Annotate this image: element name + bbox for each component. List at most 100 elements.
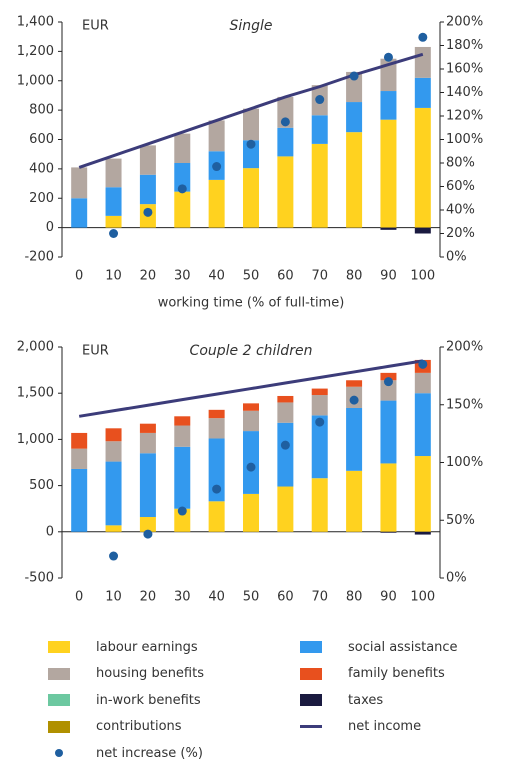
bar: [139, 453, 156, 518]
legend-swatch: [48, 667, 70, 680]
bar: [71, 432, 88, 449]
line: [78, 52, 424, 169]
bar: [174, 508, 191, 532]
legend-swatch: [48, 694, 70, 706]
y2-tick-label: 100%: [446, 455, 483, 470]
bar: [380, 531, 397, 533]
bar: [208, 418, 225, 439]
bar: [174, 191, 191, 228]
legend-item: family benefits: [300, 661, 445, 687]
legend-item: housing benefits: [48, 661, 204, 687]
y-tick-label: 200: [29, 191, 54, 206]
x-tick-label: 10: [105, 590, 122, 605]
y-tick-label: 2,000: [17, 340, 54, 355]
bar: [71, 468, 88, 532]
point: [418, 359, 428, 369]
legend-label: labour earnings: [96, 639, 198, 655]
bar: [311, 478, 328, 532]
bar: [243, 410, 259, 432]
point: [109, 229, 119, 238]
bar: [208, 501, 225, 532]
point: [383, 377, 393, 387]
y2-tick-label: 40%: [446, 203, 475, 218]
x-tick-label: 50: [243, 269, 260, 284]
y-tick-label: 1,000: [17, 73, 54, 88]
bar: [380, 372, 397, 381]
bar: [380, 463, 397, 532]
y2-tick-label: 200%: [446, 15, 483, 30]
y2-tick-label: 180%: [446, 38, 483, 53]
y-tick-label: 0: [46, 524, 54, 539]
legend-swatch: [300, 694, 322, 706]
line: [78, 359, 424, 418]
bar: [311, 415, 328, 479]
point: [280, 117, 290, 127]
x-tick-label: 70: [311, 269, 328, 284]
bar: [71, 198, 88, 228]
legend: labour earnings social assistance housing …: [0, 634, 513, 762]
x-tick-label: 30: [174, 590, 191, 605]
legend-label: net income: [348, 719, 422, 734]
bar: [139, 432, 156, 454]
y-tick-label: 600: [29, 132, 54, 147]
x-tick-label: 40: [208, 590, 225, 605]
bar: [346, 71, 363, 103]
y-tick-label: 1,400: [17, 15, 54, 30]
bar: [139, 145, 156, 175]
bar: [105, 187, 122, 216]
bar: [208, 120, 225, 152]
y2-tick-label: 60%: [446, 179, 475, 194]
legend-item: net increase (%): [48, 740, 203, 766]
point: [246, 462, 256, 472]
legend-label: housing benefits: [96, 666, 204, 681]
bar: [105, 428, 122, 442]
legend-label: taxes: [348, 692, 384, 708]
bar: [174, 416, 191, 426]
y-axis-label: EUR: [82, 344, 109, 359]
bar: [277, 395, 294, 403]
bar: [174, 425, 191, 447]
point: [246, 139, 256, 149]
y-tick-label: -200: [24, 250, 54, 265]
y2-tick-label: 20%: [446, 226, 475, 241]
x-axis-label: working time (% of full-time): [158, 296, 345, 311]
x-tick-label: 100: [410, 269, 435, 284]
x-tick-label: 10: [105, 269, 122, 284]
bar: [311, 388, 328, 396]
legend-label: in-work benefits: [96, 692, 201, 708]
bar: [105, 158, 122, 188]
point: [315, 417, 325, 427]
x-tick-label: 40: [208, 269, 225, 284]
point: [177, 506, 187, 516]
bar: [414, 46, 431, 78]
bar: [346, 132, 363, 228]
point: [143, 207, 153, 217]
legend-item: social assistance: [300, 634, 458, 660]
y2-tick-label: 0%: [446, 250, 467, 265]
bar: [414, 227, 431, 234]
bar: [139, 174, 156, 205]
point: [418, 32, 428, 42]
bar: [105, 441, 122, 462]
y2-tick-label: 80%: [446, 156, 475, 171]
legend-swatch: [55, 749, 63, 757]
point: [280, 440, 290, 450]
legend-label: contributions: [96, 719, 182, 734]
chart-title: Couple 2 children: [190, 343, 313, 359]
bar: [414, 393, 431, 457]
legend-swatch: [300, 667, 322, 680]
y-tick-label: 800: [29, 103, 54, 118]
x-tick-label: 70: [311, 590, 328, 605]
bar: [243, 168, 259, 228]
y-tick-label: 1,500: [17, 386, 54, 401]
point: [349, 395, 359, 405]
bar: [208, 438, 225, 502]
legend-swatch: [48, 641, 70, 653]
bar: [277, 422, 294, 487]
bar: [311, 143, 328, 228]
y2-tick-label: 50%: [446, 513, 475, 528]
point: [349, 71, 359, 81]
bar: [380, 400, 397, 464]
bar: [174, 446, 191, 509]
legend-item: contributions: [48, 714, 182, 740]
